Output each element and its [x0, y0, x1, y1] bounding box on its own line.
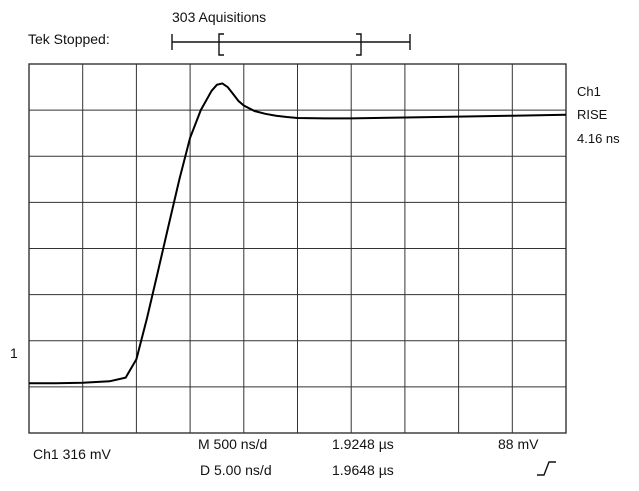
delayed-position: 1.9648 µs [332, 462, 394, 478]
acquisition-bracket [171, 33, 411, 56]
measurement-value: 4.16 ns [577, 131, 620, 146]
delayed-timebase: D 5.00 ns/d [200, 462, 272, 478]
channel-scale: Ch1 316 mV [33, 446, 111, 462]
main-timebase: M 500 ns/d [198, 436, 268, 452]
waveform-trace [29, 82, 567, 385]
acquisition-count: 303 Aquisitions [172, 9, 267, 25]
trigger-slope-icon [537, 461, 556, 476]
trigger-level: 88 mV [498, 436, 539, 452]
measurement-channel: Ch1 [577, 84, 601, 99]
status-text: Tek Stopped: [28, 31, 110, 47]
measurement-type: RISE [577, 107, 608, 122]
graticule-frame [28, 63, 567, 434]
graticule [29, 64, 566, 433]
main-position: 1.9248 µs [332, 436, 394, 452]
ground-marker: 1 [10, 345, 18, 361]
